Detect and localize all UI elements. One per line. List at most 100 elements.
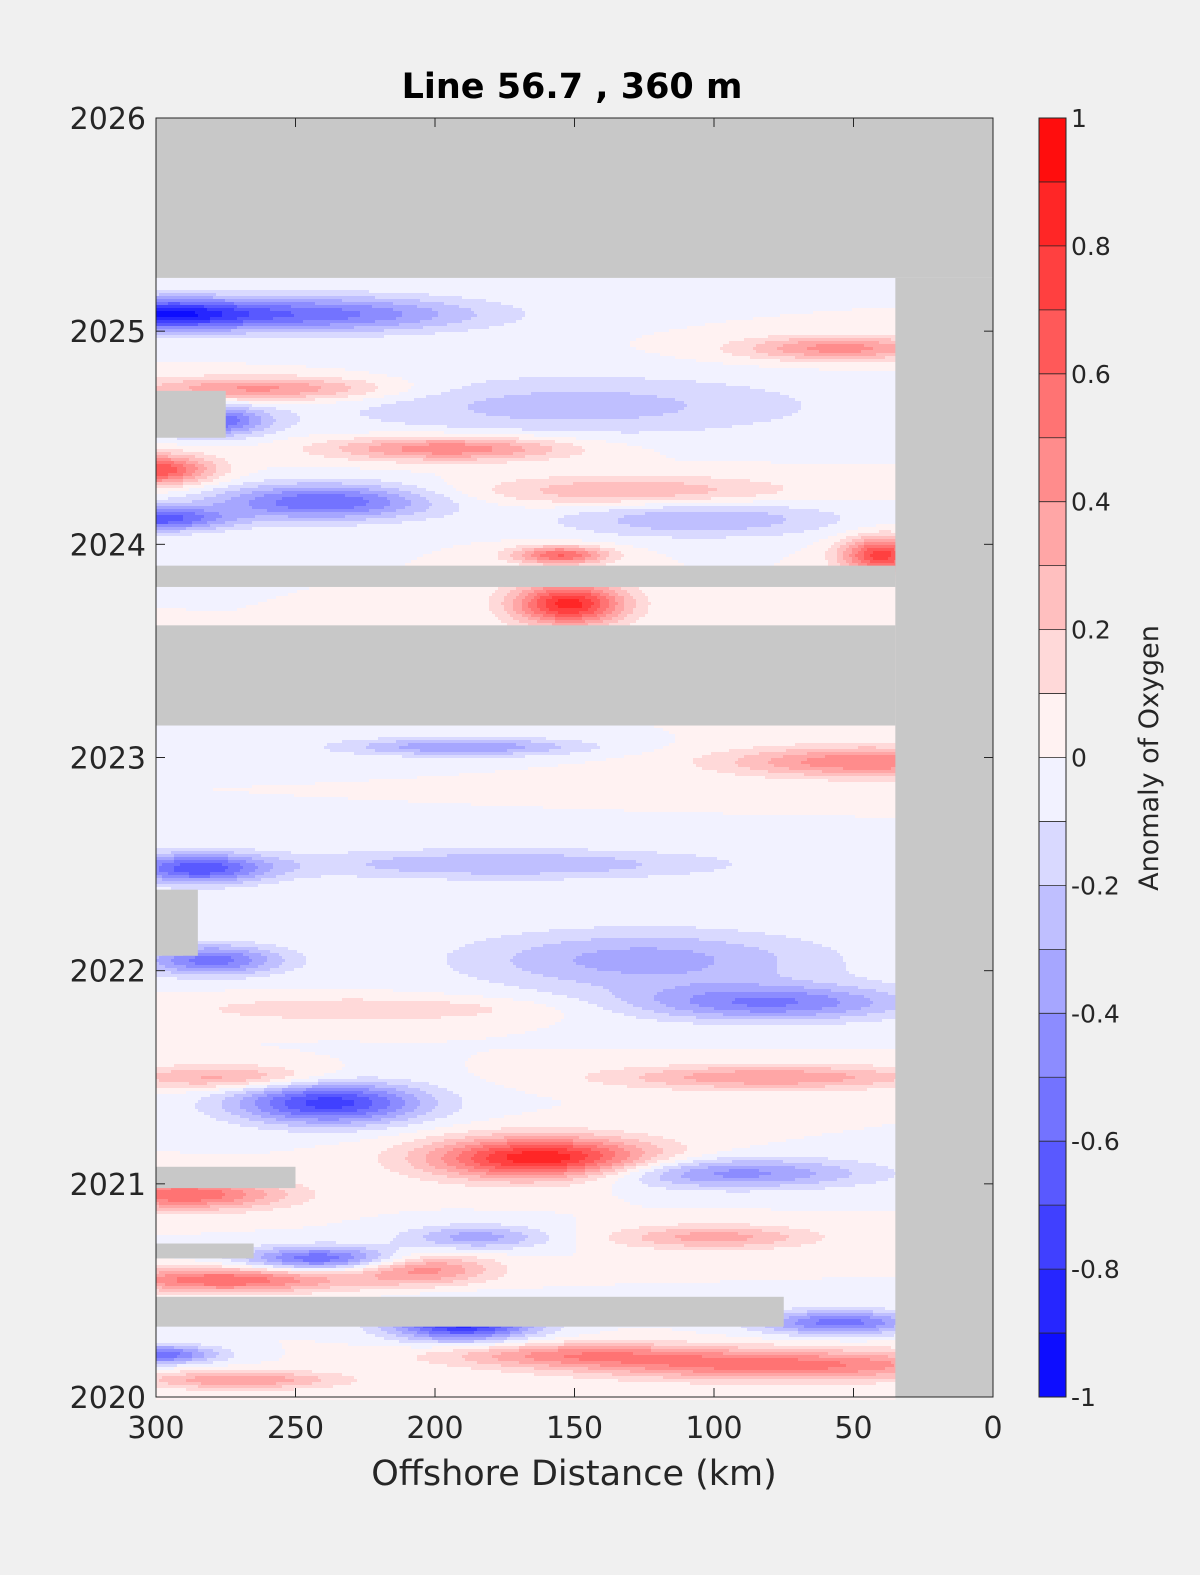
contour-cell [594, 610, 603, 614]
contour-cell [642, 445, 896, 449]
contour-cell [666, 553, 789, 557]
colorbar: -1-0.8-0.6-0.4-0.200.20.40.60.81 [1038, 104, 1120, 1412]
contour-cell [507, 1270, 896, 1274]
contour-cell [471, 382, 726, 386]
contour-cell [630, 1153, 642, 1157]
contour-cell [462, 1354, 492, 1358]
contour-cell [585, 556, 597, 560]
contour-cell [156, 1189, 222, 1193]
contour-cell [252, 430, 276, 434]
contour-cell [597, 613, 606, 617]
contour-cell [528, 1327, 543, 1331]
contour-cell [408, 1159, 426, 1163]
contour-cell [372, 1099, 390, 1103]
contour-cell [549, 928, 738, 932]
contour-cell [561, 1099, 896, 1103]
contour-cell [276, 1255, 294, 1259]
x-tick-label: 50 [834, 1411, 872, 1446]
colorbar-segment [1039, 1333, 1066, 1398]
contour-cell [486, 1156, 507, 1160]
contour-cell [324, 745, 366, 749]
contour-cell [654, 1168, 669, 1172]
contour-cell [327, 439, 372, 443]
contour-cell [222, 862, 240, 866]
contour-cell [156, 1288, 159, 1292]
contour-cell [156, 448, 183, 452]
contour-cell [585, 1075, 639, 1079]
contour-cell [696, 763, 738, 767]
contour-cell [285, 871, 471, 875]
contour-cell [195, 1258, 231, 1262]
contour-cell [786, 1237, 822, 1241]
contour-cell [195, 469, 204, 473]
contour-cell [618, 1195, 896, 1199]
contour-cell [453, 1279, 486, 1283]
contour-cell [342, 1096, 369, 1100]
contour-cell [303, 1090, 363, 1094]
contour-cell [207, 475, 219, 479]
contour-cell [678, 1222, 750, 1226]
contour-cell [675, 1006, 714, 1010]
contour-cell [201, 481, 219, 485]
contour-cell [183, 478, 198, 482]
contour-cell [414, 1093, 432, 1097]
contour-cell [891, 766, 896, 770]
contour-cell [846, 529, 879, 533]
contour-cell [156, 595, 276, 599]
contour-cell [669, 1363, 846, 1367]
contour-cell [894, 1168, 896, 1172]
contour-cell [777, 958, 843, 962]
contour-cell [813, 979, 882, 983]
contour-cell [618, 1171, 630, 1175]
contour-cell [156, 1060, 342, 1064]
contour-cell [156, 553, 423, 557]
contour-cell [636, 619, 896, 623]
contour-cell [264, 433, 309, 437]
contour-cell [447, 424, 732, 428]
contour-cell [699, 937, 801, 941]
contour-cell [156, 868, 159, 872]
contour-cell [555, 601, 582, 605]
contour-cell [768, 1141, 896, 1145]
contour-cell [546, 1240, 576, 1244]
contour-cell [294, 1264, 336, 1268]
contour-cell [672, 1180, 819, 1184]
contour-cell [267, 955, 282, 959]
contour-cell [507, 1033, 896, 1037]
contour-cell [258, 1105, 273, 1109]
contour-cell [363, 1270, 381, 1274]
contour-cell [282, 496, 363, 500]
contour-cell [549, 607, 588, 611]
contour-cell [594, 1159, 606, 1163]
contour-cell [366, 1111, 387, 1115]
contour-cell [351, 451, 384, 455]
contour-cell [156, 562, 405, 566]
contour-cell [780, 1183, 855, 1187]
contour-cell [219, 1207, 273, 1211]
contour-cell [489, 607, 504, 611]
contour-cell [243, 865, 258, 869]
contour-cell [414, 1138, 444, 1142]
contour-cell [588, 1078, 645, 1082]
contour-cell [525, 313, 780, 317]
contour-cell [450, 964, 516, 968]
colorbar-segment [1039, 1205, 1066, 1270]
contour-cell [675, 985, 804, 989]
contour-cell [630, 946, 657, 950]
contour-cell [156, 1150, 180, 1154]
contour-cell [279, 1339, 315, 1343]
contour-cell [393, 1252, 411, 1256]
contour-cell [156, 1351, 180, 1355]
contour-cell [372, 859, 636, 863]
contour-cell [534, 1366, 588, 1370]
contour-cell [156, 322, 198, 326]
contour-cell [462, 1150, 477, 1154]
contour-cell [486, 1171, 564, 1175]
contour-cell [396, 508, 426, 512]
contour-cell [231, 955, 249, 959]
contour-cell [156, 442, 177, 446]
contour-cell [588, 1153, 603, 1157]
contour-cell [837, 1003, 870, 1007]
contour-cell [432, 451, 462, 455]
contour-cell [507, 1336, 528, 1340]
